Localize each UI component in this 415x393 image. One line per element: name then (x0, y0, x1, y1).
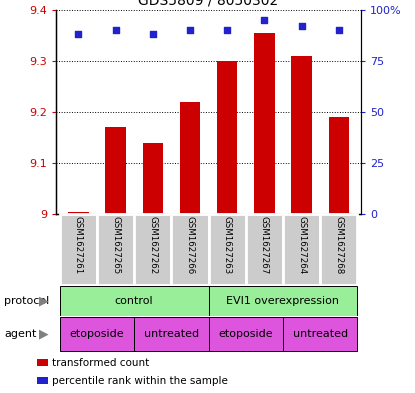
Point (149, 31, 156, 37)
FancyBboxPatch shape (134, 317, 209, 351)
Text: GSM1627266: GSM1627266 (186, 216, 195, 275)
Text: untreated: untreated (293, 329, 348, 339)
Text: GSM1627264: GSM1627264 (297, 216, 306, 275)
Text: etoposide: etoposide (218, 329, 273, 339)
FancyBboxPatch shape (60, 317, 134, 351)
Point (187, 27, 193, 33)
Point (112, 27, 119, 33)
FancyBboxPatch shape (283, 317, 357, 351)
Bar (254, 33, 275, 214)
Text: GSM1627267: GSM1627267 (260, 216, 269, 275)
Text: GSM1627262: GSM1627262 (148, 216, 157, 275)
Text: agent: agent (4, 329, 37, 339)
Bar (217, 61, 237, 214)
FancyBboxPatch shape (134, 214, 171, 285)
Text: untreated: untreated (144, 329, 199, 339)
Text: ▶: ▶ (39, 327, 49, 341)
Text: GSM1627261: GSM1627261 (74, 216, 83, 275)
Bar (291, 56, 312, 214)
Point (335, 27, 342, 33)
Bar (105, 127, 126, 214)
FancyBboxPatch shape (60, 214, 97, 285)
Text: protocol: protocol (4, 296, 49, 306)
FancyBboxPatch shape (209, 317, 283, 351)
Point (75, 31, 82, 37)
Bar (329, 117, 349, 214)
Bar (142, 143, 163, 214)
FancyBboxPatch shape (97, 214, 134, 285)
FancyBboxPatch shape (209, 286, 357, 316)
FancyBboxPatch shape (320, 214, 357, 285)
Bar (68, 211, 88, 214)
Text: control: control (115, 296, 154, 306)
FancyBboxPatch shape (246, 214, 283, 285)
FancyBboxPatch shape (171, 214, 209, 285)
Text: etoposide: etoposide (70, 329, 124, 339)
Point (298, 23, 305, 29)
Text: GSM1627265: GSM1627265 (111, 216, 120, 275)
FancyBboxPatch shape (283, 214, 320, 285)
Text: ▶: ▶ (39, 294, 49, 307)
Text: GSM1627263: GSM1627263 (222, 216, 232, 275)
Text: transformed count: transformed count (52, 358, 149, 368)
Text: percentile rank within the sample: percentile rank within the sample (52, 376, 228, 386)
FancyBboxPatch shape (209, 214, 246, 285)
FancyBboxPatch shape (60, 286, 209, 316)
Point (224, 27, 230, 33)
Text: GSM1627268: GSM1627268 (334, 216, 343, 275)
Bar (180, 102, 200, 214)
Title: GDS5809 / 8050302: GDS5809 / 8050302 (139, 0, 278, 7)
Text: EVI1 overexpression: EVI1 overexpression (227, 296, 339, 306)
Point (261, 17, 268, 23)
